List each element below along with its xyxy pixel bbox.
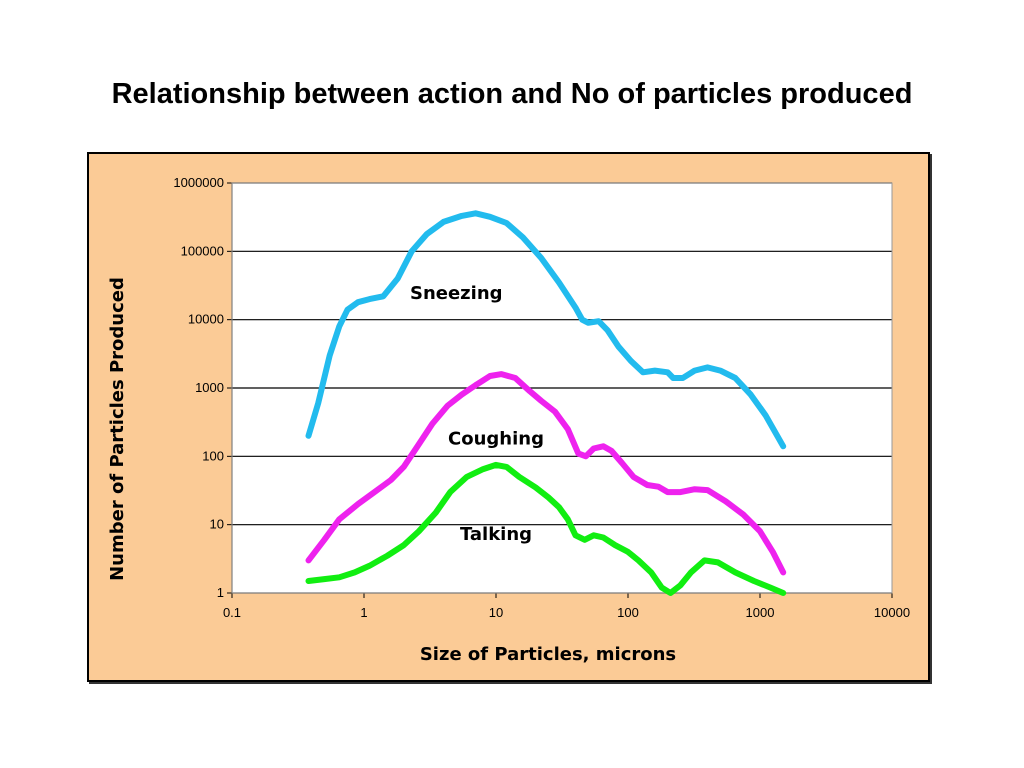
series-line-coughing — [305, 371, 787, 576]
x-tick-label: 1 — [360, 605, 367, 620]
y-tick-label: 10000 — [188, 312, 224, 327]
x-tick-label: 100 — [617, 605, 639, 620]
series-labels: Sneezing Coughing Talking — [410, 283, 544, 545]
x-axis-title: Size of Particles, microns — [420, 644, 676, 665]
x-tick-label: 10000 — [874, 605, 910, 620]
line-chart: 1 10 100 1000 10000 100000 1000000 0.1 1 10 100 10… — [107, 175, 910, 665]
y-tick-label: 1000 — [195, 380, 224, 395]
y-tick-label: 10 — [210, 517, 224, 532]
y-tick-labels: 1 10 100 1000 10000 100000 1000000 — [173, 175, 224, 600]
series-lines — [305, 210, 787, 596]
x-tick-labels: 0.1 1 10 100 1000 10000 — [223, 605, 910, 620]
y-tick-label: 100000 — [181, 243, 224, 258]
plot-border — [231, 182, 893, 594]
slide-title: Relationship between action and No of pa… — [111, 78, 913, 110]
x-tick-label: 1000 — [746, 605, 775, 620]
x-tick-label: 0.1 — [223, 605, 241, 620]
chart-panel: 1 10 100 1000 10000 100000 1000000 0.1 1 10 100 10… — [87, 152, 930, 682]
series-line-sneezing — [305, 210, 787, 450]
series-label-talking: Talking — [460, 524, 532, 545]
y-tick-label: 100 — [202, 448, 224, 463]
y-axis-title: Number of Particles Produced — [107, 277, 128, 581]
y-tick-label: 1 — [217, 585, 224, 600]
series-label-sneezing: Sneezing — [410, 283, 503, 304]
x-tick-label: 10 — [489, 605, 503, 620]
series-line-talking — [305, 461, 787, 596]
y-tick-label: 1000000 — [173, 175, 224, 190]
series-label-coughing: Coughing — [448, 428, 544, 449]
